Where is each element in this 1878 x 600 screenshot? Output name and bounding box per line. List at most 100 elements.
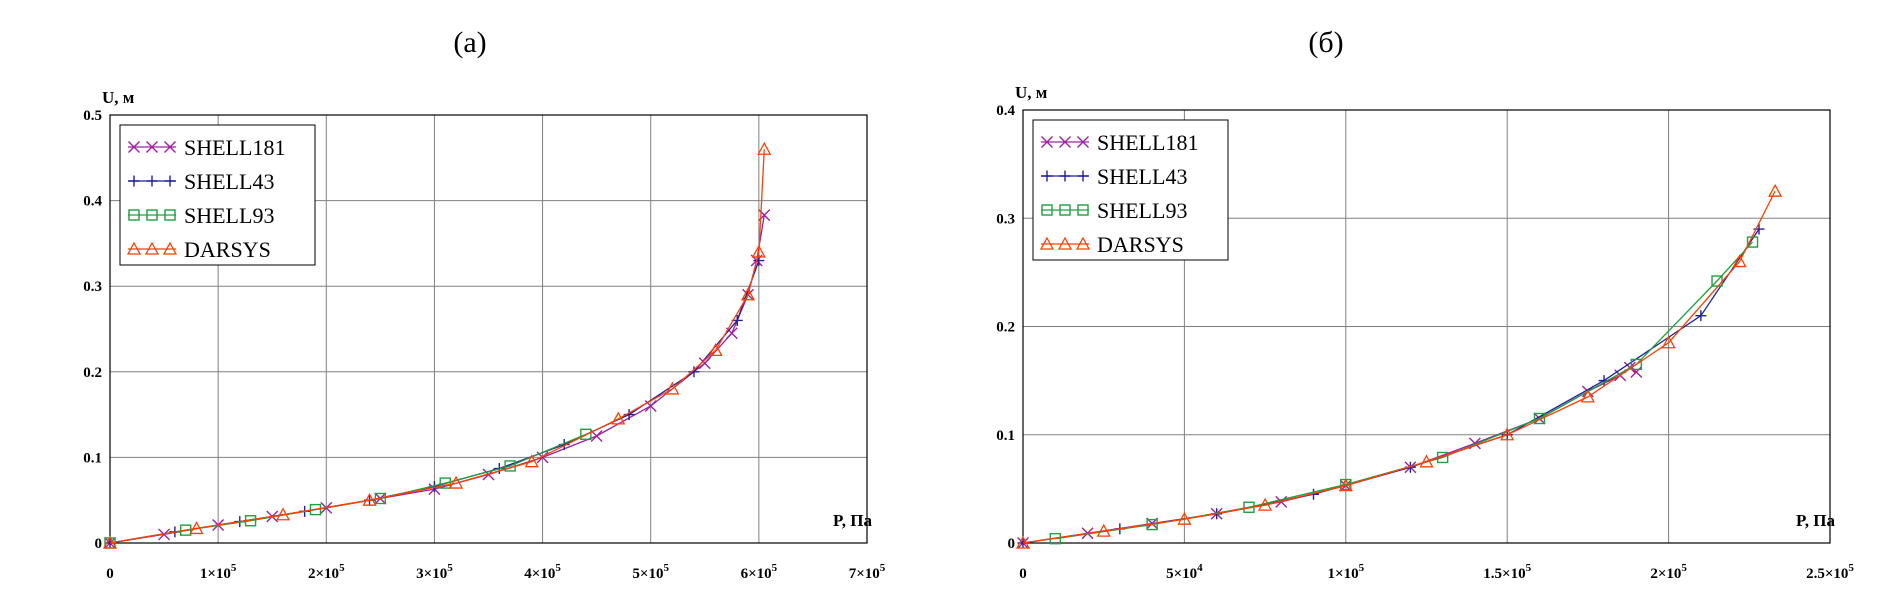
x-tick-label: 0 [1019, 566, 1027, 582]
data-point-darsys [1177, 511, 1192, 525]
data-point-shell181 [590, 430, 603, 442]
data-point-shell43 [1753, 223, 1765, 235]
legend-label: DARSYS [184, 237, 271, 262]
x-tick-label: 1×105 [200, 562, 237, 582]
legend-label: DARSYS [1097, 232, 1184, 257]
data-point-darsys [189, 521, 204, 535]
x-tick-label: 1.5×105 [1483, 562, 1531, 582]
legend-marker [1059, 204, 1071, 216]
data-point-darsys [524, 454, 539, 468]
data-point-darsys [275, 507, 291, 521]
series-line-darsys [1022, 190, 1776, 544]
chart-title: (а) [453, 26, 486, 59]
legend-marker [1077, 136, 1089, 148]
legend-marker [1041, 136, 1053, 148]
x-tick-label: 7×105 [849, 562, 886, 582]
legend-marker [128, 175, 140, 187]
x-tick-label: 1×105 [1328, 562, 1365, 582]
legend-marker [146, 141, 158, 153]
legend-marker [1059, 170, 1071, 182]
data-point-darsys [740, 287, 756, 301]
plot-frame [109, 114, 868, 544]
chart-panel-2: (б) 0 5×104 1×105 1.5×105 2×105 2.5×105 0 0.1 0.2… [996, 26, 1854, 582]
legend-marker [146, 175, 158, 187]
legend-marker [144, 241, 160, 255]
y-axis-label: U, м [1015, 83, 1048, 102]
data-point-darsys [708, 343, 723, 357]
legend-marker [1039, 236, 1055, 250]
legend: SHELL181 SHELL43 SHELL93 DARSYS [1032, 119, 1229, 261]
x-tick-label: 5×105 [632, 562, 669, 582]
data-point-darsys [1419, 454, 1434, 468]
data-point-darsys [1096, 523, 1111, 537]
x-tick-label: 2×105 [308, 562, 345, 582]
data-point-darsys [1500, 427, 1515, 441]
data-point-darsys [102, 535, 118, 549]
data-point-shell181 [1630, 365, 1643, 378]
legend-marker [1057, 236, 1073, 250]
legend-label: SHELL93 [1097, 198, 1187, 223]
x-tick-label: 0 [106, 566, 114, 582]
legend-marker [164, 141, 176, 153]
x-tick-label: 2×105 [1650, 562, 1687, 582]
data-point-darsys [1338, 478, 1353, 492]
data-point-darsys [1258, 497, 1273, 511]
x-axis-label: P, Па [833, 511, 873, 530]
data-point-darsys [757, 141, 772, 155]
data-point-shell93 [580, 428, 592, 440]
legend-marker [1077, 170, 1089, 182]
x-tick-label: 6×105 [741, 562, 778, 582]
data-point-shell181 [698, 357, 711, 370]
y-tick-label: 0.2 [996, 320, 1015, 336]
y-tick-label: 0.4 [83, 194, 102, 210]
data-point-shell93 [439, 477, 451, 489]
x-tick-label: 4×105 [524, 562, 561, 582]
data-point-darsys [751, 244, 766, 258]
legend-marker [1041, 204, 1053, 216]
y-axis-label: U, м [102, 88, 135, 107]
x-tick-label: 2.5×105 [1806, 562, 1854, 582]
data-point-darsys [1661, 335, 1676, 349]
data-point-shell43 [1695, 310, 1707, 322]
legend-marker [146, 209, 158, 221]
plot-frame [1022, 109, 1831, 544]
legend-label: SHELL181 [184, 135, 285, 160]
data-point-darsys [1732, 254, 1747, 268]
data-point-darsys [665, 381, 680, 395]
data-point-shell93 [1630, 358, 1643, 371]
y-tick-label: 0 [1008, 536, 1016, 552]
series-line-darsys [109, 149, 765, 544]
y-tick-label: 0.5 [83, 108, 102, 124]
legend-label: SHELL43 [184, 169, 274, 194]
y-tick-label: 0.3 [83, 279, 102, 295]
series-line-shell181 [1022, 366, 1637, 544]
x-tick-label: 3×105 [416, 562, 453, 582]
data-point-darsys [611, 411, 626, 425]
legend-marker [1041, 170, 1053, 182]
y-tick-label: 0.1 [996, 428, 1015, 444]
data-point-darsys [1768, 183, 1783, 197]
y-tick-label: 0.3 [996, 211, 1015, 227]
data-point-darsys [362, 492, 377, 506]
x-tick-label: 5×104 [1166, 562, 1203, 582]
data-point-shell93 [179, 524, 192, 536]
legend-label: SHELL181 [1097, 130, 1198, 155]
legend-marker [1077, 204, 1089, 216]
legend-marker [164, 175, 176, 187]
legend: SHELL181 SHELL43 SHELL93 DARSYS [119, 124, 316, 266]
y-tick-label: 0.2 [83, 365, 102, 381]
chart-title: (б) [1308, 26, 1343, 59]
legend-marker [164, 209, 176, 221]
series-line-shell93 [1055, 241, 1753, 540]
y-tick-label: 0.4 [996, 103, 1015, 119]
legend-marker [162, 241, 178, 255]
data-point-darsys [1580, 389, 1595, 403]
data-point-shell93 [1533, 412, 1546, 425]
legend-marker [128, 141, 140, 153]
legend-marker [126, 241, 142, 255]
y-tick-label: 0.1 [83, 450, 102, 466]
data-point-darsys [448, 475, 464, 489]
y-tick-label: 0 [95, 536, 103, 552]
legend-label: SHELL43 [1097, 164, 1187, 189]
